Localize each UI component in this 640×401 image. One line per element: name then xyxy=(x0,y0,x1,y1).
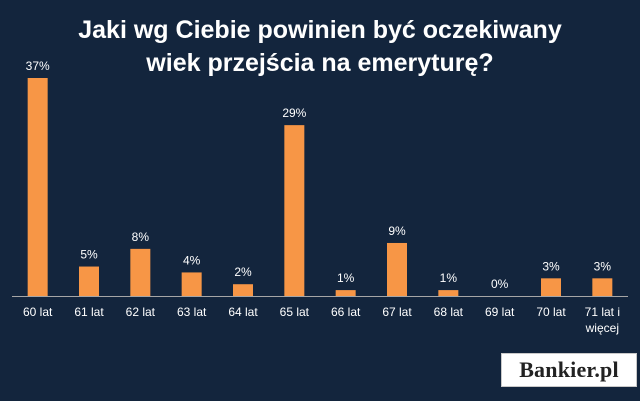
value-label: 5% xyxy=(80,248,98,262)
bankier-logo: Bankier.pl xyxy=(501,353,637,387)
value-label: 3% xyxy=(542,259,560,273)
value-label: 3% xyxy=(594,259,612,273)
logo-text: Bankier.pl xyxy=(519,357,619,382)
bar xyxy=(541,278,561,296)
bar xyxy=(181,272,202,296)
bar xyxy=(335,290,356,296)
category-label: 61 lat xyxy=(74,305,104,319)
bar xyxy=(130,248,151,296)
category-label: 69 lat xyxy=(485,305,515,319)
chart-title-line-2: wiek przejścia na emeryturę? xyxy=(146,49,494,77)
category-label: 67 lat xyxy=(382,305,412,319)
category-label: 70 lat xyxy=(536,305,566,319)
bar xyxy=(592,278,613,296)
category-label: 66 lat xyxy=(331,305,361,319)
value-label: 29% xyxy=(282,106,306,120)
value-label: 37% xyxy=(26,59,50,73)
bar xyxy=(233,284,253,296)
category-label: 68 lat xyxy=(434,305,464,319)
value-label: 0% xyxy=(491,277,509,291)
category-label: 71 lat i więcej xyxy=(585,305,620,335)
bar xyxy=(387,242,407,296)
category-label: 64 lat xyxy=(228,305,258,319)
category-label: 62 lat xyxy=(126,305,156,319)
category-label: 60 lat xyxy=(23,305,53,319)
bar xyxy=(284,125,305,296)
value-label: 4% xyxy=(183,253,201,267)
chart-title-line-1: Jaki wg Ciebie powinien być oczekiwany xyxy=(78,16,562,44)
bar xyxy=(79,266,99,296)
category-label: 63 lat xyxy=(177,305,207,319)
value-label: 2% xyxy=(234,265,252,279)
bar xyxy=(27,78,48,296)
value-label: 8% xyxy=(132,230,150,244)
category-label: 65 lat xyxy=(280,305,310,319)
value-label: 1% xyxy=(337,271,355,285)
value-label: 1% xyxy=(440,271,458,285)
bar xyxy=(438,290,459,296)
chart-title: Jaki wg Ciebie powinien być oczekiwany w… xyxy=(0,14,640,80)
value-label: 9% xyxy=(388,224,406,238)
